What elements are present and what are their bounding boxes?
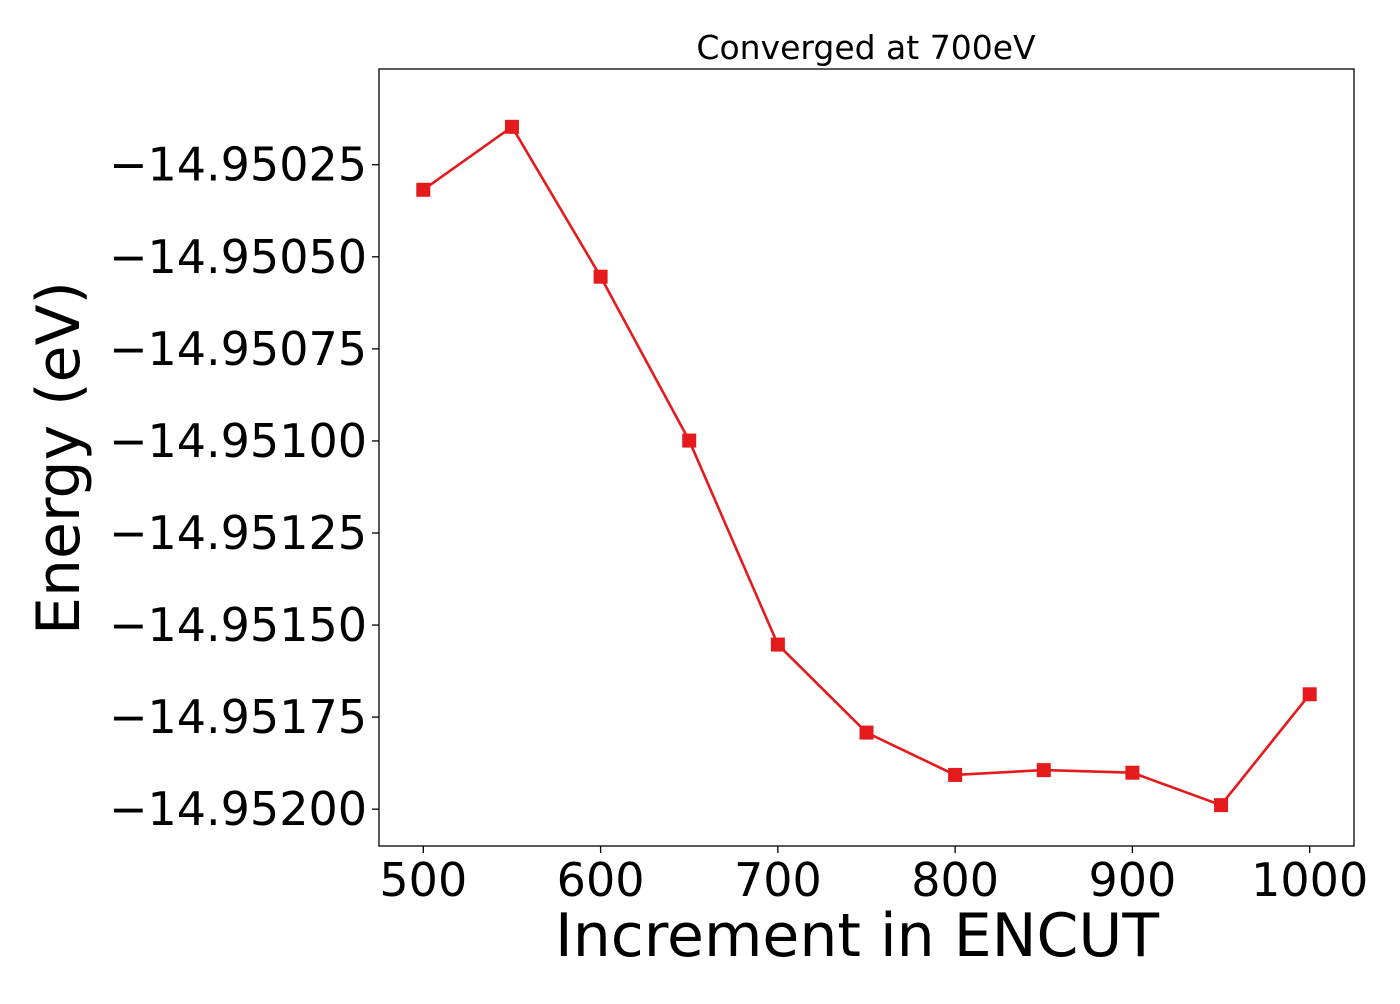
- data-point-marker: [859, 725, 874, 740]
- chart-title: Converged at 700eV: [696, 28, 1036, 67]
- data-point-marker: [593, 269, 608, 284]
- x-tick-label: 700: [734, 853, 822, 907]
- x-tick-label: 1000: [1251, 853, 1368, 907]
- y-tick-label: −14.95150: [109, 598, 367, 652]
- data-point-marker: [1214, 798, 1229, 813]
- x-tick-label: 800: [911, 853, 999, 907]
- y-tick-label: −14.95100: [109, 414, 367, 468]
- data-point-marker: [1036, 763, 1051, 778]
- y-tick-label: −14.95175: [109, 690, 367, 744]
- data-point-marker: [1302, 687, 1317, 702]
- series-layer: [416, 119, 1317, 813]
- data-point-marker: [1125, 765, 1140, 780]
- axis-ticks: 500 600 700 800 900 1000 −14.95025 −14.95050 −14…: [109, 138, 1368, 907]
- x-tick-label: 600: [557, 853, 645, 907]
- data-point-marker: [682, 433, 697, 448]
- data-point-marker: [504, 119, 519, 134]
- y-tick-label: −14.95125: [109, 506, 367, 560]
- x-tick-label: 500: [379, 853, 467, 907]
- data-point-marker: [770, 637, 785, 652]
- y-tick-label: −14.95075: [109, 322, 367, 376]
- series-line: [422, 124, 1311, 807]
- data-point-marker: [416, 182, 431, 197]
- x-axis-title: Increment in ENCUT: [555, 901, 1159, 971]
- y-tick-label: −14.95050: [109, 230, 367, 284]
- y-axis-title: Energy (eV): [24, 281, 94, 635]
- y-tick-label: −14.95200: [109, 782, 367, 836]
- plot-area-frame: [378, 68, 1355, 847]
- data-point-marker: [948, 767, 963, 782]
- x-tick-label: 900: [1089, 853, 1177, 907]
- y-tick-label: −14.95025: [109, 138, 367, 192]
